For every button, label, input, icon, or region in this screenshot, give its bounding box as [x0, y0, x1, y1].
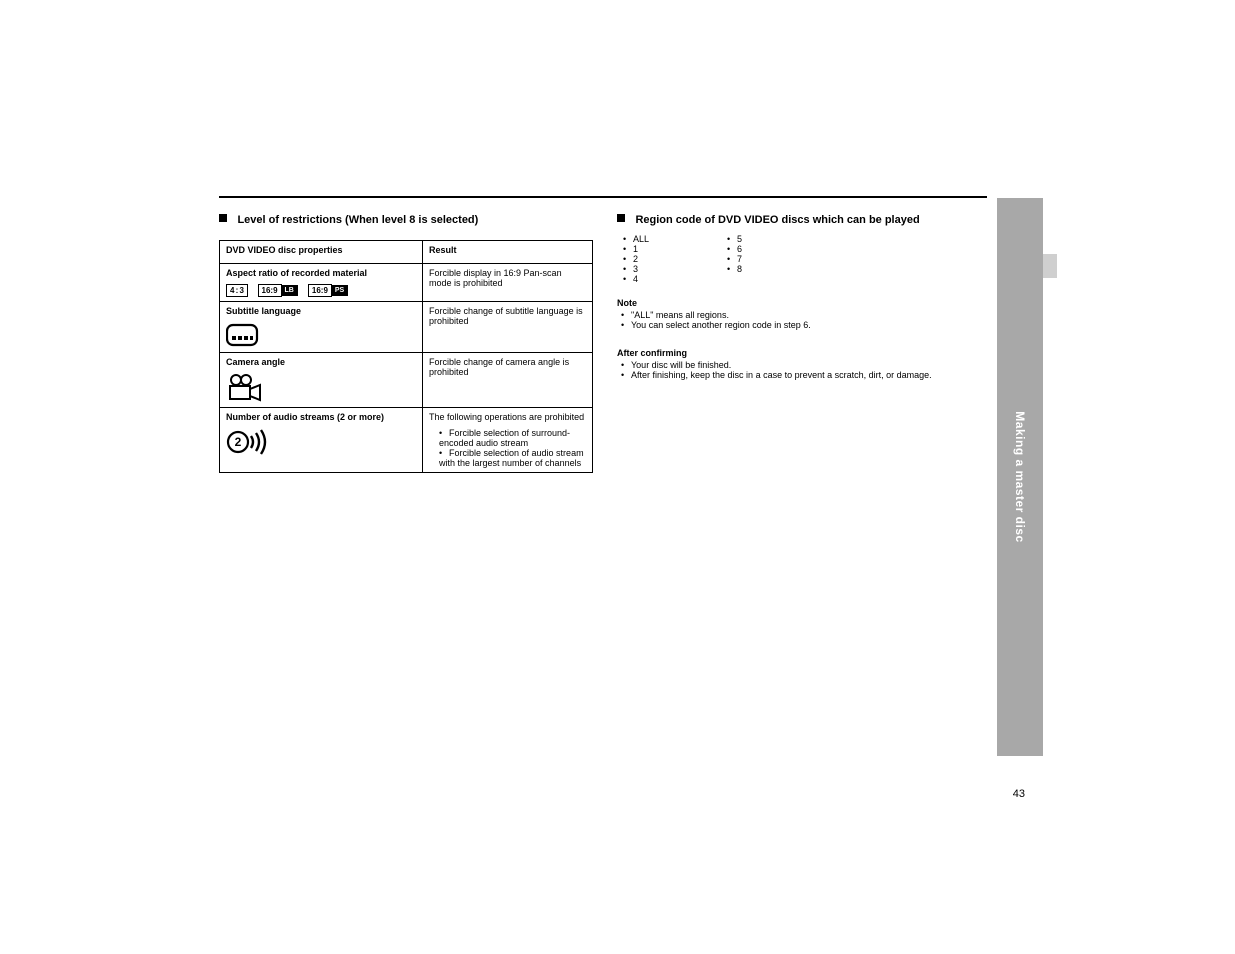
side-tab-label: Making a master disc: [1013, 411, 1027, 542]
table-cell-result: Forcible change of subtitle language is …: [423, 302, 593, 353]
table-row: Camera angle Forcible change of camera a…: [220, 353, 593, 408]
table-col-header: Result: [423, 241, 593, 264]
row-label: Aspect ratio of recorded material: [226, 268, 416, 278]
svg-text:2: 2: [235, 435, 242, 449]
aspect-ratio-icons: 4 : 3 16:9LB 16:9PS: [226, 284, 416, 297]
row-label: Subtitle language: [226, 306, 416, 316]
restrictions-table: DVD VIDEO disc properties Result Aspect …: [219, 240, 593, 473]
region-code-item: 2: [625, 254, 649, 264]
region-code-item: 1: [625, 244, 649, 254]
row-result-intro: The following operations are prohibited: [429, 412, 584, 422]
note-item: "ALL" means all regions.: [623, 310, 991, 320]
region-code-item: 3: [625, 264, 649, 274]
after-item: Your disc will be finished.: [623, 360, 991, 370]
left-column: Level of restrictions (When level 8 is s…: [219, 210, 593, 473]
square-bullet-icon: [617, 214, 625, 222]
region-code-item: 5: [729, 234, 742, 244]
after-confirming-label: After confirming: [617, 348, 991, 358]
table-row: Subtitle language Forcible change of sub…: [220, 302, 593, 353]
aspect-16-9-ps-icon: 16:9PS: [308, 284, 348, 297]
aspect-16-9-lb-icon: 16:9LB: [258, 284, 298, 297]
page-number: 43: [1013, 788, 1025, 800]
note-label: Note: [617, 298, 991, 308]
table-header-row: DVD VIDEO disc properties Result: [220, 241, 593, 264]
audio-streams-icon: 2: [226, 428, 274, 456]
after-item: After finishing, keep the disc in a case…: [623, 370, 991, 380]
row-result-bullet: Forcible selection of surround-encoded a…: [439, 428, 586, 448]
right-heading: Region code of DVD VIDEO discs which can…: [635, 214, 919, 226]
region-code-item: ALL: [625, 234, 649, 244]
subtitle-icon: [226, 322, 262, 348]
aspect-4-3-icon: 4 : 3: [226, 284, 248, 297]
table-cell-result: The following operations are prohibited …: [423, 408, 593, 473]
row-result-bullets: Forcible selection of surround-encoded a…: [429, 428, 586, 468]
side-tab: Making a master disc: [997, 198, 1043, 756]
table-cell-icon: Subtitle language: [220, 302, 423, 353]
table-row: Number of audio streams (2 or more) 2 Th…: [220, 408, 593, 473]
left-heading: Level of restrictions (When level 8 is s…: [237, 214, 478, 226]
table-cell-result: Forcible change of camera angle is prohi…: [423, 353, 593, 408]
region-code-item: 6: [729, 244, 742, 254]
region-code-item: 8: [729, 264, 742, 274]
region-codes: ALL 1 2 3 4 5 6 7 8: [625, 234, 991, 284]
table-cell-icon: Aspect ratio of recorded material 4 : 3 …: [220, 264, 423, 302]
table-cell-icon: Number of audio streams (2 or more) 2: [220, 408, 423, 473]
side-tab-notch: [1043, 254, 1057, 278]
table-cell-icon: Camera angle: [220, 353, 423, 408]
row-label: Number of audio streams (2 or more): [226, 412, 416, 422]
left-heading-row: Level of restrictions (When level 8 is s…: [219, 210, 593, 228]
camera-angle-icon: [226, 373, 266, 403]
row-result-bullet: Forcible selection of audio stream with …: [439, 448, 586, 468]
region-code-item: 4: [625, 274, 649, 284]
note-bullets: "ALL" means all regions. You can select …: [623, 310, 991, 330]
square-bullet-icon: [219, 214, 227, 222]
table-cell-result: Forcible display in 16:9 Pan-scan mode i…: [423, 264, 593, 302]
after-bullets: Your disc will be finished. After finish…: [623, 360, 991, 380]
table-row: Aspect ratio of recorded material 4 : 3 …: [220, 264, 593, 302]
table-col-header: DVD VIDEO disc properties: [220, 241, 423, 264]
region-codes-col: 5 6 7 8: [729, 234, 742, 284]
note-item: You can select another region code in st…: [623, 320, 991, 330]
row-label: Camera angle: [226, 357, 416, 367]
region-codes-col: ALL 1 2 3 4: [625, 234, 649, 284]
horizontal-rule: [219, 196, 987, 198]
right-heading-row: Region code of DVD VIDEO discs which can…: [617, 210, 991, 228]
right-column: Region code of DVD VIDEO discs which can…: [617, 210, 991, 380]
region-code-item: 7: [729, 254, 742, 264]
